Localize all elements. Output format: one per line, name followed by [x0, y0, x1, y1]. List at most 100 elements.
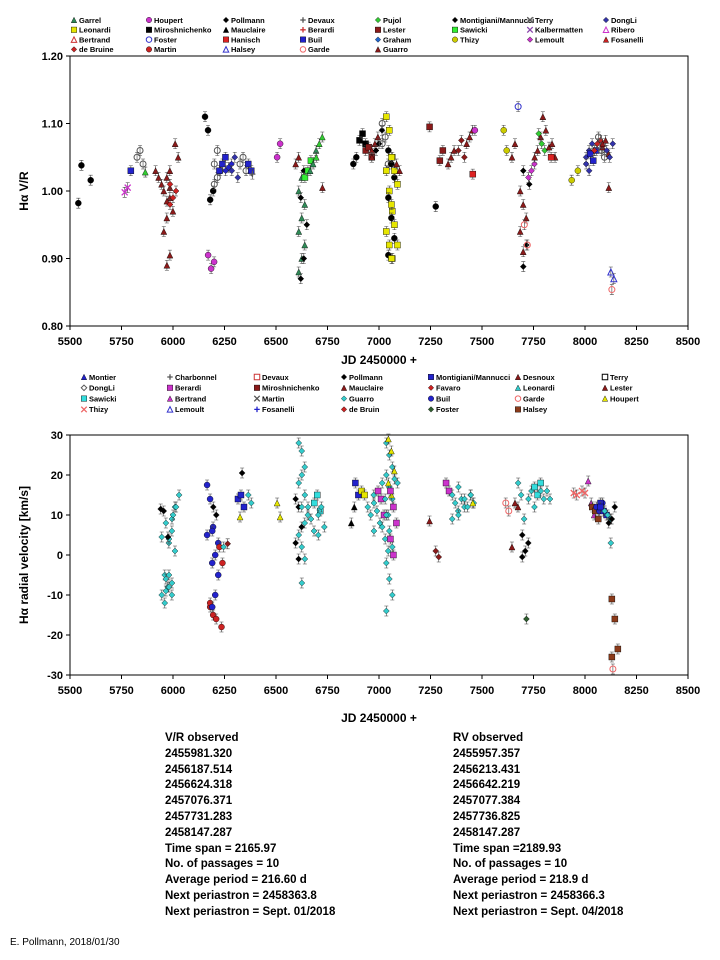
vr-legend-item: Sawicki [452, 26, 488, 35]
rv-data-point [212, 549, 219, 561]
vr-point-marker [531, 153, 538, 161]
rv-x-tick-label: 7750 [521, 685, 545, 697]
vr-legend-marker [526, 16, 534, 24]
vr-point-marker [378, 140, 386, 148]
vr-legend-item: Bertrand [70, 35, 111, 44]
rv-x-tick-label: 7500 [470, 685, 494, 697]
vr-summary-heading: V/R observed [165, 732, 239, 744]
vr-data-point [547, 151, 555, 163]
vr-date-2: 2456187.514 [165, 763, 233, 776]
rv-legend-item: Mauclaire [340, 384, 384, 393]
vr-point-marker [594, 133, 602, 141]
vr-legend-marker [374, 36, 382, 43]
rv-point-marker [168, 591, 176, 599]
rv-point-marker [321, 523, 328, 531]
vr-data-point [222, 151, 229, 163]
rv-average-period: Average period = 218.9 d [453, 874, 589, 887]
vr-data-point [301, 239, 309, 251]
vr-point-marker [520, 263, 527, 270]
rv-point-marker [236, 513, 244, 521]
vr-legend-item: Fosanelli [602, 35, 644, 44]
vr-point-marker [292, 160, 299, 168]
rv-legend-item: de Bruin [340, 405, 380, 414]
rv-point-marker [168, 579, 176, 587]
rv-data-point [377, 493, 385, 505]
rv-point-marker [315, 531, 322, 539]
rv-data-point [160, 505, 168, 517]
vr-point-marker [87, 176, 94, 184]
rv-point-marker [448, 515, 456, 523]
rv-point-marker [614, 645, 622, 653]
rv-legend-item: DongLi [80, 384, 115, 393]
vr-data-point [605, 182, 613, 193]
rv-x-tick-label: 8000 [573, 685, 597, 697]
rv-legend-item: Lemoult [166, 405, 205, 414]
rv-point-marker [364, 503, 372, 511]
vr-point-marker [590, 157, 597, 164]
rv-point-marker [386, 575, 393, 583]
vr-point-marker [523, 241, 531, 249]
vr-legend-label: Guarro [383, 45, 408, 54]
rv-legend-marker [166, 405, 174, 413]
vr-data-point [519, 199, 527, 210]
rv-date-5: 2457736.825 [453, 810, 521, 823]
rv-legend-marker [515, 406, 521, 413]
vr-legend-item: Kalbermatten [526, 26, 583, 35]
vr-data-point [166, 249, 174, 261]
vr-y-tick-label: 1.00 [42, 186, 63, 198]
rv-data-point [276, 511, 284, 523]
rv-data-point [609, 663, 617, 675]
vr-point-marker [432, 203, 439, 210]
rv-legend-item: Berardi [167, 384, 201, 393]
rv-point-marker [298, 471, 306, 479]
vr-legend-label: Miroshnichenko [154, 26, 212, 35]
vr-legend-label: Pujol [383, 16, 401, 25]
rv-legend-marker [340, 406, 348, 413]
rv-data-point [314, 489, 321, 501]
vr-point-marker [297, 194, 305, 202]
vr-legend-label: Graham [383, 35, 412, 44]
rv-point-marker [390, 551, 397, 559]
rv-x-tick-label: 5750 [109, 685, 133, 697]
vr-point-marker [174, 153, 182, 161]
vr-point-marker [508, 153, 516, 161]
rv-point-marker [158, 533, 166, 541]
rv-data-point [301, 461, 309, 473]
rv-legend-marker [80, 406, 88, 413]
vr-data-point [172, 185, 180, 197]
rv-summary: RV observed 2455957.357 2456213.431 2456… [453, 731, 623, 921]
rv-point-marker [238, 469, 246, 477]
vr-point-marker [568, 176, 575, 184]
vr-legend-item: Pujol [374, 16, 401, 25]
rv-point-marker [461, 495, 468, 503]
rv-point-marker [247, 499, 255, 507]
vr-legend-item: de Bruine [70, 45, 114, 54]
rv-data-point [383, 509, 390, 521]
vr-y-tick-label: 0.80 [42, 321, 63, 333]
vr-data-point [318, 131, 326, 143]
rv-point-marker [605, 519, 613, 527]
rv-legend-marker [340, 384, 348, 391]
rv-data-point [531, 501, 538, 513]
vr-point-marker [396, 167, 403, 174]
vr-data-point [166, 178, 174, 190]
rv-legend-marker [601, 384, 609, 391]
rv-legend-label: Foster [436, 405, 459, 414]
rv-point-marker [301, 519, 309, 527]
vr-point-marker [587, 150, 594, 158]
rv-data-point [464, 501, 471, 513]
rv-data-point [570, 487, 578, 499]
vr-point-marker [516, 228, 524, 235]
rv-point-marker [597, 503, 604, 511]
vr-data-point [204, 124, 212, 136]
rv-legend-item: Lester [601, 384, 633, 393]
vr-point-marker [171, 140, 179, 147]
rv-point-marker [595, 515, 602, 523]
vr-data-point [594, 131, 602, 143]
rv-point-marker [212, 551, 219, 559]
vr-point-marker [391, 221, 398, 228]
vr-legend-marker [146, 46, 152, 53]
rv-data-point [347, 517, 355, 529]
vr-legend-label: Ribero [611, 26, 635, 35]
rv-data-point [451, 497, 459, 509]
